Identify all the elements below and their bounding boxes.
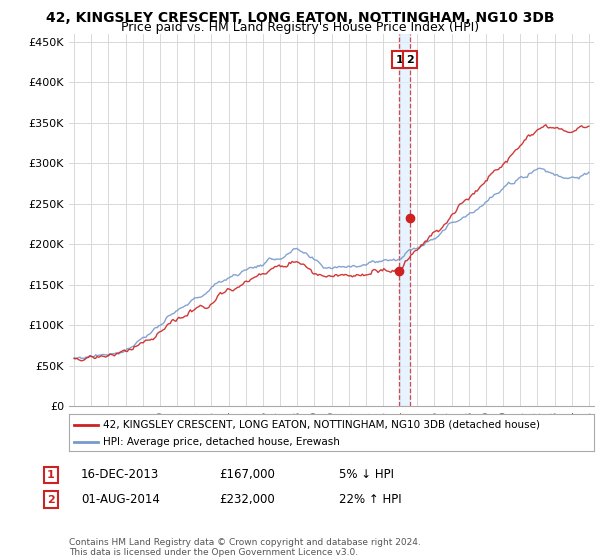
Text: 42, KINGSLEY CRESCENT, LONG EATON, NOTTINGHAM, NG10 3DB (detached house): 42, KINGSLEY CRESCENT, LONG EATON, NOTTI… xyxy=(103,419,540,430)
Text: Price paid vs. HM Land Registry's House Price Index (HPI): Price paid vs. HM Land Registry's House … xyxy=(121,21,479,34)
Text: 1: 1 xyxy=(47,470,55,480)
Text: 2: 2 xyxy=(47,494,55,505)
Text: 16-DEC-2013: 16-DEC-2013 xyxy=(81,468,159,482)
Text: £167,000: £167,000 xyxy=(219,468,275,482)
Text: Contains HM Land Registry data © Crown copyright and database right 2024.
This d: Contains HM Land Registry data © Crown c… xyxy=(69,538,421,557)
Text: 42, KINGSLEY CRESCENT, LONG EATON, NOTTINGHAM, NG10 3DB: 42, KINGSLEY CRESCENT, LONG EATON, NOTTI… xyxy=(46,11,554,25)
Bar xyxy=(400,34,410,406)
Text: HPI: Average price, detached house, Erewash: HPI: Average price, detached house, Erew… xyxy=(103,437,340,447)
Text: 1: 1 xyxy=(395,55,403,64)
Text: 5% ↓ HPI: 5% ↓ HPI xyxy=(339,468,394,482)
Text: 2: 2 xyxy=(406,55,414,64)
Text: 01-AUG-2014: 01-AUG-2014 xyxy=(81,493,160,506)
Text: 22% ↑ HPI: 22% ↑ HPI xyxy=(339,493,401,506)
Text: £232,000: £232,000 xyxy=(219,493,275,506)
